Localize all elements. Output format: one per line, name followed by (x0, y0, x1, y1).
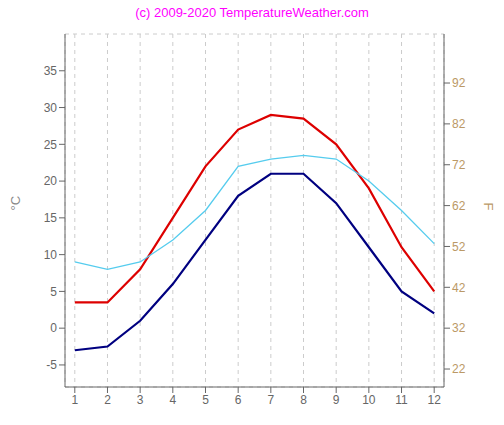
svg-text:2: 2 (104, 393, 111, 407)
svg-text:F: F (481, 203, 496, 211)
svg-text:30: 30 (44, 101, 58, 115)
svg-text:82: 82 (452, 117, 466, 131)
svg-text:9: 9 (333, 393, 340, 407)
svg-text:11: 11 (395, 393, 408, 407)
svg-text:4: 4 (169, 393, 176, 407)
svg-text:3: 3 (137, 393, 144, 407)
svg-text:15: 15 (44, 211, 58, 225)
svg-text:62: 62 (452, 199, 466, 213)
svg-text:20: 20 (44, 174, 58, 188)
svg-text:10: 10 (362, 393, 376, 407)
svg-text:12: 12 (428, 393, 442, 407)
svg-text:22: 22 (452, 362, 466, 376)
svg-text:5: 5 (50, 285, 57, 299)
svg-text:35: 35 (44, 64, 58, 78)
svg-text:-5: -5 (46, 358, 57, 372)
svg-text:10: 10 (44, 248, 58, 262)
svg-text:5: 5 (202, 393, 209, 407)
html-text:(c) 2009-2020 TemperatureWeath: (c) 2009-2020 TemperatureWeather.com (135, 5, 369, 20)
svg-text:72: 72 (452, 158, 466, 172)
svg-text:25: 25 (44, 138, 58, 152)
svg-text:6: 6 (235, 393, 242, 407)
svg-text:42: 42 (452, 281, 466, 295)
svg-text:0: 0 (50, 321, 57, 335)
svg-text:1: 1 (71, 393, 78, 407)
svg-text:7: 7 (267, 393, 274, 407)
svg-text:52: 52 (452, 240, 466, 254)
svg-text:8: 8 (300, 393, 307, 407)
svg-text:92: 92 (452, 76, 466, 90)
svg-text:32: 32 (452, 321, 466, 335)
svg-text:°C: °C (8, 196, 23, 211)
